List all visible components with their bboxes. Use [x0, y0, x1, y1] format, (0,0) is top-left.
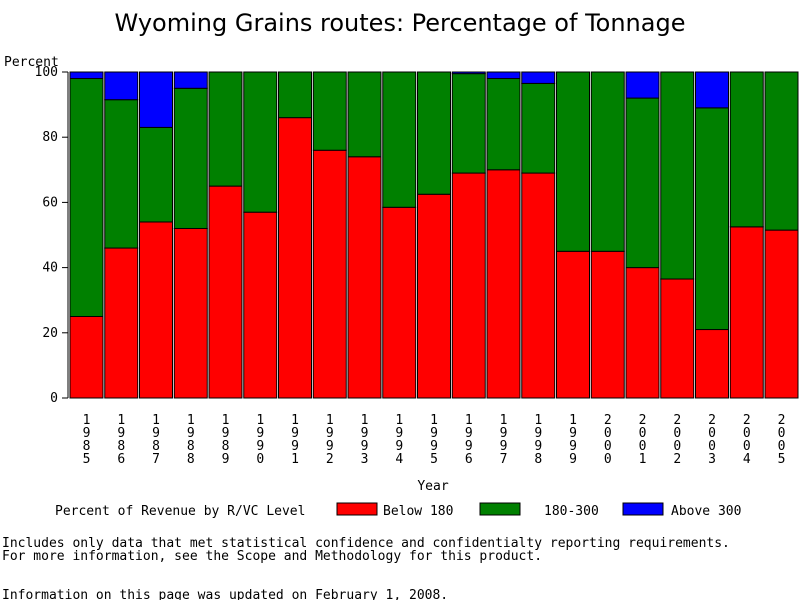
bar-segment [521, 82, 556, 174]
bar-segment [521, 172, 556, 399]
bar-segment [695, 107, 729, 331]
bar-segment [417, 71, 451, 195]
y-tick-label: 40 [42, 261, 58, 276]
x-axis-label: Year [417, 479, 448, 494]
bar-segment [695, 329, 729, 399]
bar-segment [243, 211, 278, 399]
bar-segment [590, 250, 625, 399]
bar-segment [660, 71, 695, 280]
y-tick-label: 0 [50, 391, 58, 406]
bar-segment [486, 71, 521, 80]
bar-segment [625, 267, 660, 399]
footnote-line-1: Includes only data that met statistical … [2, 536, 730, 551]
bar-segment [69, 316, 104, 399]
bar-segment [729, 226, 764, 399]
bar-segment [139, 71, 173, 128]
bar-segment [556, 250, 590, 399]
bar-segment [382, 71, 417, 208]
bar-segment [104, 71, 139, 101]
y-axis-label: Percent [4, 55, 59, 70]
bar-segment [556, 71, 590, 252]
bar-segment [764, 229, 799, 399]
bar-segment [451, 172, 486, 399]
bar-segment [139, 126, 173, 223]
updated-note: Information on this page was updated on … [2, 588, 448, 600]
bar-segment [69, 78, 104, 317]
bar-segment [451, 73, 486, 174]
bar-segment [486, 78, 521, 171]
bar-segment [451, 71, 486, 75]
x-axis: 1 9 8 5 1 9 8 6 1 9 8 7 1 9 8 8 1 9 8 9 1 9 9 0 1 9 9 1 1 9 9 2 1 9 9 3 1 9 9 4… [83, 413, 786, 467]
bar-segment [382, 206, 417, 399]
bar-segment [486, 169, 521, 399]
legend-label: 180-300 [544, 504, 599, 519]
y-axis: 0 20 40 60 80 100 [35, 65, 69, 406]
bar-segment [312, 149, 347, 399]
legend-title: Percent of Revenue by R/VC Level [55, 504, 305, 519]
bar-segment [312, 71, 347, 151]
y-tick-label: 80 [42, 130, 58, 145]
bar-segment [104, 247, 139, 399]
bar-segment [625, 97, 660, 269]
bar-segment [278, 117, 312, 399]
y-tick-label: 20 [42, 326, 58, 341]
bar-segment [764, 71, 799, 231]
chart-title: Wyoming Grains routes: Percentage of Ton… [115, 9, 686, 37]
bar-segment [521, 71, 556, 84]
legend-label: Above 300 [671, 504, 741, 519]
bar-segment [625, 71, 660, 99]
legend: Percent of Revenue by R/VC Level Below 1… [55, 502, 741, 519]
bar-segment [69, 71, 104, 80]
bar-segment [417, 193, 451, 399]
bar-segment [590, 71, 625, 252]
legend-swatch [479, 502, 521, 516]
bar-segment [347, 71, 382, 158]
bar-segment [208, 71, 243, 187]
legend-swatch [622, 502, 664, 516]
footnote-line-2: For more information, see the Scope and … [2, 549, 542, 564]
legend-label: Below 180 [383, 504, 453, 519]
bar-segment [208, 185, 243, 399]
bar-segment [173, 87, 208, 229]
bar-segment [139, 221, 173, 399]
bar-segment [347, 156, 382, 399]
y-tick-label: 100 [35, 65, 58, 80]
bar-segment [729, 71, 764, 228]
bar-segment [660, 278, 695, 399]
bar-segment [243, 71, 278, 213]
bar-segment [695, 71, 729, 109]
y-tick-label: 60 [42, 195, 58, 210]
bar-segment [104, 99, 139, 249]
bar-segment [173, 71, 208, 89]
bars-group [69, 71, 799, 399]
legend-swatch [336, 502, 378, 516]
bar-segment [173, 227, 208, 399]
bar-segment [278, 71, 312, 119]
